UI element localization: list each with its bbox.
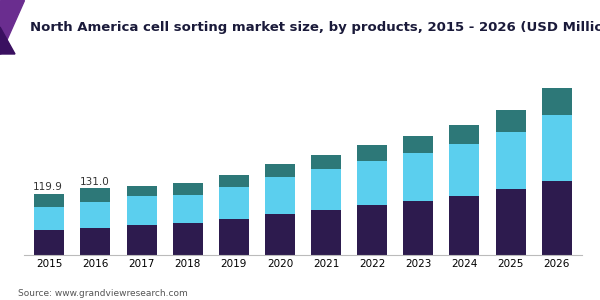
Bar <box>542 181 572 255</box>
Bar <box>496 132 526 189</box>
Bar <box>127 225 157 255</box>
Bar <box>34 230 64 255</box>
Bar <box>403 153 433 201</box>
Bar <box>496 189 526 255</box>
Bar <box>80 188 110 202</box>
Polygon shape <box>0 27 15 54</box>
Text: 119.9: 119.9 <box>33 182 63 192</box>
Bar <box>127 186 157 196</box>
Bar <box>219 219 249 255</box>
Bar <box>449 144 479 196</box>
Bar <box>311 155 341 169</box>
Bar <box>311 210 341 255</box>
Bar <box>34 194 64 208</box>
Bar <box>173 223 203 255</box>
Bar <box>265 164 295 177</box>
Bar <box>127 196 157 225</box>
Bar <box>265 177 295 214</box>
Bar <box>219 187 249 219</box>
Bar <box>542 88 572 115</box>
Bar <box>34 208 64 230</box>
Polygon shape <box>0 0 24 54</box>
Text: 131.0: 131.0 <box>79 177 109 187</box>
Bar <box>173 184 203 195</box>
Bar <box>173 195 203 223</box>
Bar <box>357 160 387 206</box>
Bar <box>403 201 433 255</box>
Bar <box>265 214 295 255</box>
Bar <box>496 110 526 132</box>
Bar <box>403 136 433 153</box>
Bar <box>449 125 479 144</box>
Bar <box>80 202 110 228</box>
Bar <box>80 228 110 255</box>
Bar <box>357 206 387 255</box>
Text: Source: www.grandviewresearch.com: Source: www.grandviewresearch.com <box>18 290 188 298</box>
Text: North America cell sorting market size, by products, 2015 - 2026 (USD Million): North America cell sorting market size, … <box>30 20 600 34</box>
Bar <box>542 115 572 181</box>
Bar <box>449 196 479 255</box>
Bar <box>357 145 387 160</box>
Bar <box>311 169 341 210</box>
Bar <box>219 175 249 187</box>
